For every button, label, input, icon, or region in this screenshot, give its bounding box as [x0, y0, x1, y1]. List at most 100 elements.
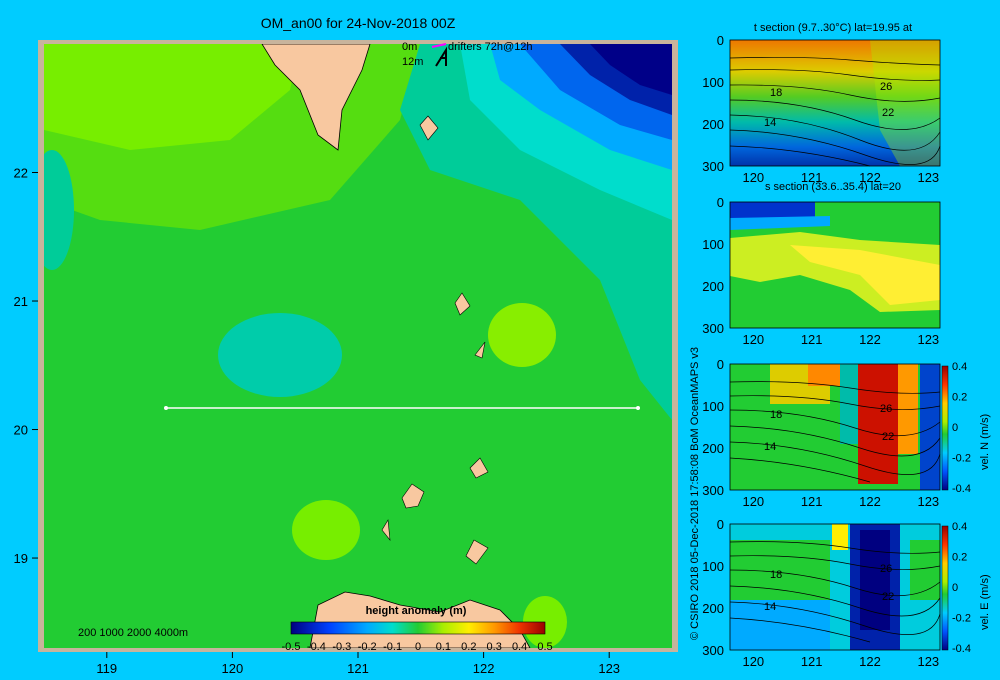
land-taiwan — [261, 44, 371, 151]
panel-3-frame — [729, 363, 941, 491]
panel-xtick-label: 121 — [801, 654, 823, 669]
panel-colorbar-tick: 0.2 — [952, 552, 967, 564]
map-x-ticks: 119 120 121 122 123 — [96, 652, 620, 676]
panel-1-title: t section (9.7..30°C) lat=19.95 at — [754, 22, 912, 34]
height-colorbar-tick: -0.1 — [383, 641, 402, 653]
panel-1-contour-label-22: 22 — [882, 107, 894, 119]
panel-ytick-label: 100 — [702, 559, 724, 574]
panel-3-north-jet — [858, 364, 898, 484]
panel-3-colorbar — [941, 365, 949, 491]
map-panel: 0m drifters 72h@12h 12m 200 1000 2000 40… — [14, 40, 678, 676]
panel-xtick-label: 122 — [859, 332, 881, 347]
panel-colorbar-tick: -0.4 — [952, 483, 971, 495]
panel-ytick-label: 0 — [717, 357, 724, 372]
panel-ytick-label: 0 — [717, 517, 724, 532]
panel-ytick-label: 300 — [702, 643, 724, 658]
panel-2-fresh-top — [730, 202, 815, 218]
panel-temperature: t section (9.7..30°C) lat=19.95 at 18 14… — [729, 22, 941, 167]
panel-3-contour-label-22: 22 — [882, 431, 894, 443]
panel-ticks: 0 100 200 300 120 121 122 123 0 100 200 300 120 121 12… — [702, 33, 971, 669]
panel-1-contour-label-18: 18 — [770, 87, 782, 99]
panel-1-contour-label-14: 14 — [764, 117, 776, 129]
island-2 — [454, 292, 471, 316]
panel-ytick-label: 300 — [702, 483, 724, 498]
map-xtick-label: 123 — [598, 661, 620, 676]
panel-xtick-label: 122 — [859, 494, 881, 509]
map-xtick-label: 122 — [473, 661, 495, 676]
legend-drifter-0m-mark — [431, 43, 447, 48]
panel-vel-e: 18 14 26 22 vel. E (m/s) — [729, 523, 991, 651]
panel-4-colorbar — [941, 525, 949, 651]
height-colorbar-tick: -0.3 — [332, 641, 351, 653]
panel-4-patch-b — [832, 524, 848, 550]
height-colorbar-tick: 0.5 — [537, 641, 552, 653]
panel-3-patch-b — [808, 364, 848, 386]
map-ytick-label: 20 — [14, 423, 28, 438]
panel-xtick-label: 120 — [742, 494, 764, 509]
panel-xtick-label: 123 — [917, 654, 939, 669]
panel-3-contour-label-26: 26 — [880, 403, 892, 415]
side-credit: © CSIRO 2018 05-Dec-2018 17:58:08 BoM Oc… — [689, 347, 701, 640]
panel-1-frame — [729, 39, 941, 167]
island-1 — [419, 115, 439, 141]
panel-ytick-label: 100 — [702, 75, 724, 90]
legend-drifters: drifters 72h@12h — [448, 41, 533, 53]
panel-4-contours — [729, 541, 941, 643]
ssh-high-east — [488, 303, 556, 367]
panel-vel-n: 18 14 26 22 vel. N (m/s) — [729, 363, 991, 491]
panel-2-salty-core — [790, 245, 940, 305]
panel-ytick-label: 300 — [702, 321, 724, 336]
panel-xtick-label: 121 — [801, 494, 823, 509]
height-colorbar-tick: 0.2 — [461, 641, 476, 653]
panel-3-contour-label-14: 14 — [764, 441, 776, 453]
map-xtick-label: 120 — [222, 661, 244, 676]
panel-xtick-label: 120 — [742, 332, 764, 347]
height-colorbar-tick: 0.3 — [487, 641, 502, 653]
panel-ytick-label: 0 — [717, 33, 724, 48]
island-4 — [469, 457, 489, 479]
panel-4-contour-label-26: 26 — [880, 563, 892, 575]
panel-colorbar-tick: -0.2 — [952, 453, 971, 465]
panel-4-frame — [729, 523, 941, 651]
panel-ytick-label: 300 — [702, 159, 724, 174]
panel-colorbar-tick: 0 — [952, 582, 958, 594]
height-colorbar — [290, 621, 546, 635]
section-panels: t section (9.7..30°C) lat=19.95 at 18 14… — [702, 22, 991, 669]
panel-xtick-label: 123 — [917, 494, 939, 509]
map-y-ticks: 22 21 20 19 — [14, 166, 38, 566]
panel-colorbar-tick: -0.4 — [952, 643, 971, 655]
panel-ytick-label: 200 — [702, 601, 724, 616]
panel-4-colorbar-label: vel. E (m/s) — [979, 574, 991, 630]
panel-xtick-label: 120 — [742, 170, 764, 185]
panel-ytick-label: 200 — [702, 279, 724, 294]
panel-2-frame — [729, 201, 941, 329]
island-7 — [381, 519, 391, 541]
panel-xtick-label: 121 — [801, 332, 823, 347]
legend-depth0: 0m — [402, 41, 417, 53]
map-title: OM_an00 for 24-Nov-2018 00Z — [261, 15, 456, 31]
map-ytick-label: 19 — [14, 551, 28, 566]
height-colorbar-tick: 0.1 — [436, 641, 451, 653]
panel-3-south-flow — [920, 364, 940, 490]
section-start — [164, 406, 168, 410]
ssh-region-highnw — [44, 44, 300, 150]
panel-4-contour-label-18: 18 — [770, 569, 782, 581]
panel-1-contours — [729, 56, 941, 167]
panel-4-patch-d — [730, 600, 830, 650]
height-colorbar-title: height anomaly (m) — [366, 605, 467, 617]
height-colorbar-tick: 0 — [415, 641, 421, 653]
panel-ytick-label: 200 — [702, 117, 724, 132]
panel-4-contour-label-22: 22 — [882, 591, 894, 603]
ssh-high-south — [292, 500, 360, 560]
panel-3-contours — [729, 381, 941, 483]
panel-2-title: s section (33.6..35.4) lat=20 — [765, 181, 901, 193]
height-colorbar-tick: 0.4 — [512, 641, 527, 653]
panel-2-fresh-band — [730, 216, 830, 230]
panel-1-field — [730, 40, 940, 166]
map-ytick-label: 21 — [14, 294, 28, 309]
panel-4-patch-c — [910, 540, 940, 600]
panel-xtick-label: 123 — [917, 170, 939, 185]
ssh-low-west — [44, 150, 74, 270]
section-end — [636, 406, 640, 410]
panel-ytick-label: 100 — [702, 399, 724, 414]
